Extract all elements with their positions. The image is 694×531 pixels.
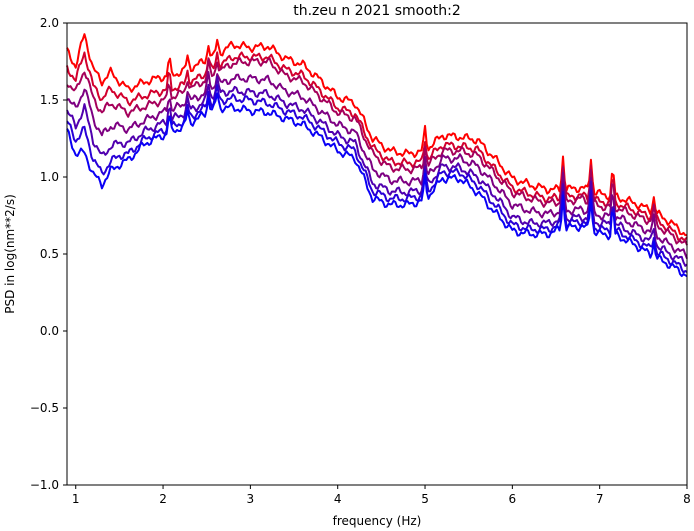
y-tick-label: 2.0 [40, 16, 59, 30]
psd-series-line [66, 92, 688, 278]
chart-title: th.zeu n 2021 smooth:2 [293, 3, 461, 19]
y-tick-label: 1.0 [40, 170, 59, 184]
x-tick-label: 5 [421, 492, 429, 506]
x-tick-label: 8 [683, 492, 691, 506]
y-axis-label: PSD in log(nm**2/s) [3, 194, 17, 314]
y-tick-label: −1.0 [30, 478, 59, 492]
psd-series-line [66, 75, 688, 267]
y-axis: −1.0 −0.5 0.0 0.5 1.0 1.5 2.0 [30, 16, 67, 492]
x-tick-label: 1 [72, 492, 80, 506]
y-tick-label: 0.5 [40, 247, 59, 261]
x-tick-label: 4 [334, 492, 342, 506]
x-tick-label: 6 [509, 492, 517, 506]
series-layer [66, 33, 688, 278]
psd-series-line [66, 33, 688, 237]
x-tick-label: 7 [596, 492, 604, 506]
psd-series-line [66, 51, 688, 241]
y-tick-label: −0.5 [30, 401, 59, 415]
x-axis-label: frequency (Hz) [333, 514, 422, 528]
x-axis: 1 2 3 4 5 6 7 8 [72, 485, 691, 506]
x-tick-label: 3 [247, 492, 255, 506]
psd-series-line [66, 70, 688, 260]
x-tick-label: 2 [159, 492, 167, 506]
y-tick-label: 1.5 [40, 93, 59, 107]
plot-frame [66, 22, 688, 486]
y-tick-label: 0.0 [40, 324, 59, 338]
psd-series-line [66, 57, 688, 246]
